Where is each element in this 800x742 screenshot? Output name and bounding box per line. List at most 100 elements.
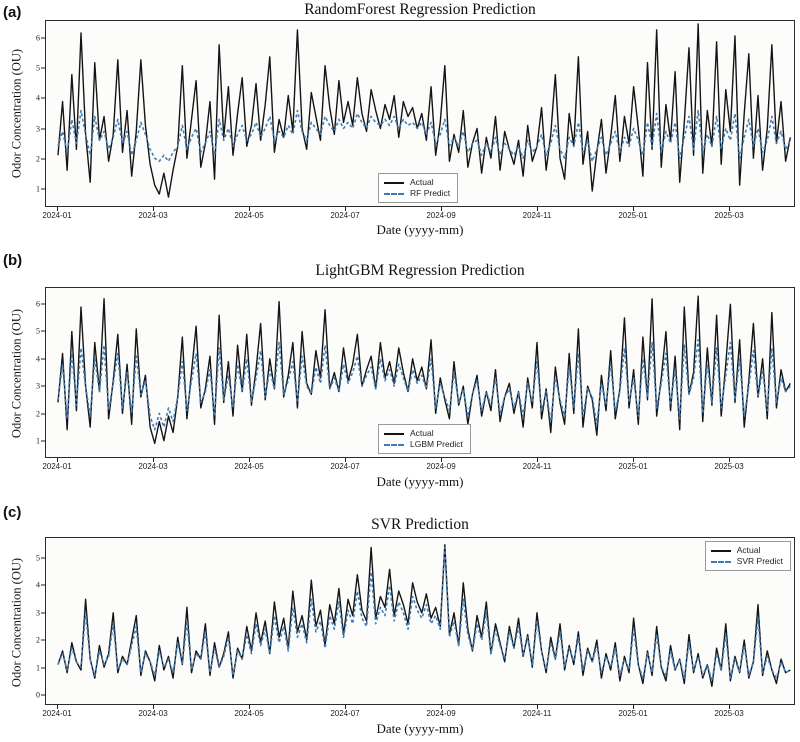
y-tick-label: 6 <box>36 33 40 43</box>
x-tick-label: 2024-03 <box>138 709 168 718</box>
x-tick-mark <box>537 458 538 462</box>
y-tick-label: 3 <box>36 608 40 618</box>
y-tick-mark <box>41 303 45 305</box>
line-chart-b <box>57 295 791 445</box>
actual-line-swatch <box>384 181 404 184</box>
x-axis-ticks-a: 2024-01 2024-03 2024-05 2024-07 2024-09 2024-… <box>42 211 795 221</box>
x-tick-mark <box>729 705 730 709</box>
panel-label-a: (a) <box>3 4 22 21</box>
y-tick-mark <box>41 612 45 614</box>
y-tick-label: 1 <box>36 184 40 194</box>
y-axis-tickmarks-a <box>41 20 45 207</box>
legend-label-predict: SVR Predict <box>736 556 783 566</box>
legend-entry-predict: RF Predict <box>384 188 450 199</box>
x-tick-mark <box>345 207 346 211</box>
y-tick-label: 3 <box>36 381 40 391</box>
y-tick-mark <box>41 667 45 669</box>
y-tick-label: 2 <box>36 635 40 645</box>
x-tick-label: 2024-07 <box>330 462 360 471</box>
y-axis-ticks-a: 1 2 3 4 5 6 <box>22 20 40 207</box>
y-tick-label: 5 <box>36 553 40 563</box>
predict-line-swatch <box>384 443 404 446</box>
x-tick-label: 2024-01 <box>42 709 72 718</box>
plot-area-a: Actual RF Predict <box>45 20 795 207</box>
x-tick-label: 2024-09 <box>426 709 456 718</box>
legend-b: Actual LGBM Predict <box>378 424 471 454</box>
x-axis-label-c: Date (yyyy-mm) <box>376 721 464 736</box>
x-tick-label: 2024-07 <box>330 211 360 220</box>
legend-entry-predict: LGBM Predict <box>384 439 463 450</box>
y-axis-tickmarks-c <box>41 537 45 705</box>
y-tick-label: 4 <box>36 93 40 103</box>
panel-label-c: (c) <box>3 504 22 521</box>
legend-label-actual: Actual <box>410 177 434 187</box>
y-tick-mark <box>41 330 45 332</box>
x-tick-mark <box>249 207 250 211</box>
legend-label-predict: RF Predict <box>410 188 451 198</box>
x-tick-mark <box>729 458 730 462</box>
legend-entry-actual: Actual <box>384 177 450 188</box>
y-tick-mark <box>41 188 45 190</box>
x-tick-label: 2025-03 <box>714 211 744 220</box>
x-tick-mark <box>345 705 346 709</box>
x-axis-tickmarks-a <box>45 207 795 211</box>
panel-b: (b) LightGBM Regression Prediction Odor … <box>0 248 800 500</box>
x-tick-mark <box>729 207 730 211</box>
predict-line-swatch <box>710 560 731 563</box>
chart-title-a: RandomForest Regression Prediction <box>304 1 536 18</box>
plot-area-b: Actual LGBM Predict <box>45 287 795 458</box>
y-tick-label: 4 <box>36 354 40 364</box>
x-tick-label: 2024-05 <box>234 211 264 220</box>
x-tick-label: 2024-05 <box>234 462 264 471</box>
panel-c: (c) SVR Prediction Odor Concentration (O… <box>0 500 800 742</box>
predict-line-swatch <box>384 192 404 195</box>
x-tick-mark <box>345 458 346 462</box>
x-tick-label: 2024-01 <box>42 462 72 471</box>
actual-line-swatch <box>710 549 731 552</box>
x-tick-label: 2024-11 <box>522 462 552 471</box>
x-tick-mark <box>633 458 634 462</box>
x-tick-mark <box>441 705 442 709</box>
x-tick-label: 2025-03 <box>714 709 744 718</box>
legend-c: Actual SVR Predict <box>704 541 791 571</box>
x-tick-mark <box>249 458 250 462</box>
x-tick-label: 2024-09 <box>426 211 456 220</box>
line-chart-a <box>57 23 792 198</box>
panel-label-b: (b) <box>3 252 23 269</box>
y-tick-mark <box>41 557 45 559</box>
legend-label-predict: LGBM Predict <box>410 439 463 449</box>
y-tick-mark <box>41 97 45 99</box>
y-tick-label: 5 <box>36 63 40 73</box>
x-axis-ticks-b: 2024-01 2024-03 2024-05 2024-07 2024-09 2024-… <box>42 462 795 472</box>
y-tick-label: 0 <box>36 690 40 700</box>
x-tick-mark <box>153 705 154 709</box>
actual-line-swatch <box>384 432 404 435</box>
x-tick-mark <box>633 207 634 211</box>
x-tick-mark <box>537 705 538 709</box>
legend-entry-actual: Actual <box>710 545 783 556</box>
x-tick-label: 2024-01 <box>42 211 72 220</box>
x-tick-label: 2024-11 <box>522 709 552 718</box>
y-tick-label: 1 <box>36 663 40 673</box>
x-tick-mark <box>441 207 442 211</box>
x-tick-label: 2024-11 <box>522 211 552 220</box>
legend-entry-predict: SVR Predict <box>710 556 783 567</box>
plot-area-c: Actual SVR Predict <box>45 537 795 705</box>
x-tick-label: 2024-09 <box>426 462 456 471</box>
y-tick-label: 6 <box>36 299 40 309</box>
legend-label-actual: Actual <box>736 545 761 555</box>
y-tick-label: 5 <box>36 326 40 336</box>
x-tick-label: 2024-07 <box>330 709 360 718</box>
y-tick-mark <box>41 385 45 387</box>
x-tick-label: 2025-01 <box>618 709 648 718</box>
legend-a: Actual RF Predict <box>378 173 459 203</box>
chart-title-b: LightGBM Regression Prediction <box>315 262 525 279</box>
y-tick-label: 4 <box>36 580 40 590</box>
x-axis-tickmarks-c <box>45 705 795 709</box>
y-tick-mark <box>41 694 45 696</box>
y-tick-mark <box>41 67 45 69</box>
x-tick-label: 2025-01 <box>618 462 648 471</box>
y-tick-mark <box>41 37 45 39</box>
x-tick-mark <box>537 207 538 211</box>
